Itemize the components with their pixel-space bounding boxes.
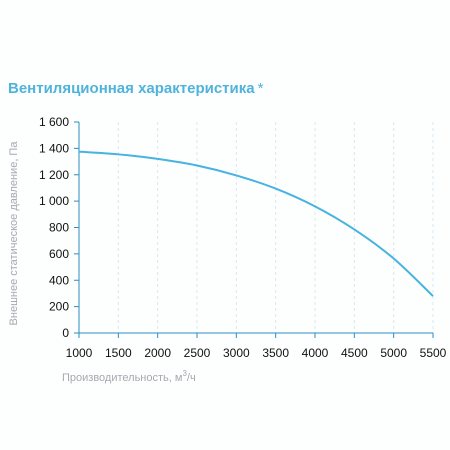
x-axis-title: Производительность, м3/ч (62, 369, 196, 384)
axes (74, 121, 434, 338)
series-line (78, 150, 434, 297)
y-tick-label: 200 (49, 300, 69, 314)
y-tick-label: 1 200 (39, 168, 69, 182)
y-tick-label: 0 (62, 326, 69, 340)
y-tick-label: 400 (49, 273, 69, 287)
y-tick-label: 800 (49, 221, 69, 235)
data-point (78, 151, 80, 153)
x-tick-label: 3500 (262, 346, 289, 360)
chart-title-text: Вентиляционная характеристика (8, 80, 255, 97)
x-tick-label: 2500 (184, 346, 211, 360)
x-tick-label: 4500 (341, 346, 368, 360)
title-asterisk: * (257, 80, 264, 97)
y-tick-label: 1 000 (39, 194, 69, 208)
data-point (157, 158, 159, 160)
x-tick-label: 5000 (380, 346, 407, 360)
y-tick-label: 1 400 (39, 141, 69, 155)
x-tick-label: 2000 (144, 346, 171, 360)
x-tick-label: 5500 (420, 346, 447, 360)
data-point (432, 295, 434, 297)
data-point (236, 175, 238, 177)
series-layer (78, 150, 434, 297)
y-tick-label: 1 600 (39, 115, 69, 129)
y-tick-label: 600 (49, 247, 69, 261)
data-point (196, 165, 198, 167)
x-tick-label: 3000 (223, 346, 250, 360)
data-point (393, 258, 395, 260)
x-tick-label: 4000 (302, 346, 329, 360)
x-tick-label: 1000 (66, 346, 93, 360)
chart-title: Вентиляционная характеристика * (8, 80, 263, 97)
grid-lines (117, 122, 434, 333)
data-point (275, 188, 277, 190)
x-tick-label: 1500 (105, 346, 132, 360)
data-point (314, 206, 316, 208)
y-axis-title: Внешнее статическое давление, Па (8, 141, 20, 326)
data-point (354, 229, 356, 231)
data-point (118, 154, 120, 156)
